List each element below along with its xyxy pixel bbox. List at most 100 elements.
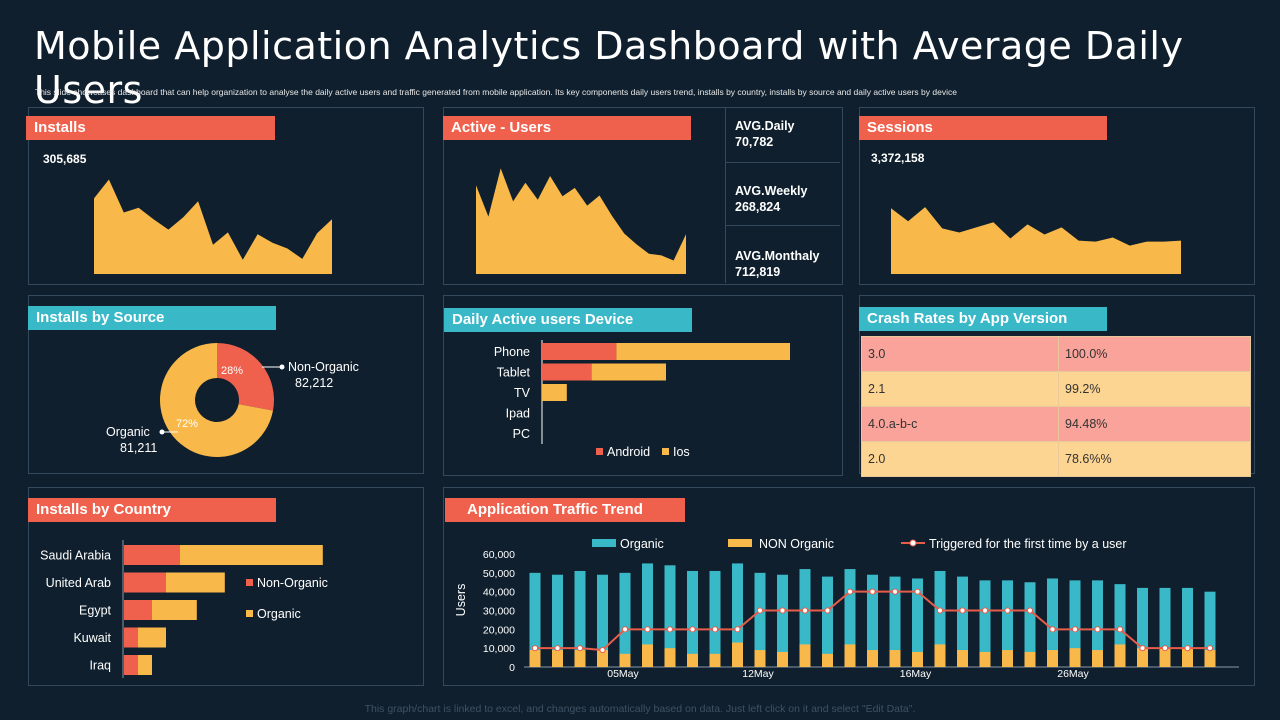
traffic-bar-non-organic xyxy=(1047,650,1058,667)
traffic-bar-non-organic xyxy=(799,644,811,667)
traffic-bar-non-organic xyxy=(957,650,968,667)
traffic-bar-organic xyxy=(1204,591,1216,667)
country-bar-organic xyxy=(180,545,323,565)
traffic-bar-organic xyxy=(732,563,743,667)
device-bar-ios xyxy=(591,363,666,381)
traffic-triggered-point xyxy=(554,645,561,652)
sessions-area-chart xyxy=(891,207,1181,274)
traffic-ytick: 10,000 xyxy=(483,643,515,655)
sessions-area xyxy=(891,207,1181,274)
traffic-bar-organic xyxy=(1047,578,1058,667)
traffic-bar-organic xyxy=(822,576,833,667)
traffic-triggered-point xyxy=(576,645,584,652)
legend-ios-label: Ios xyxy=(673,445,690,459)
crash-version: 4.0.a-b-c xyxy=(861,406,1059,442)
device-category-label: PC xyxy=(513,427,530,441)
legend-ios-swatch xyxy=(662,448,669,455)
traffic-bar-organic xyxy=(934,570,946,667)
device-category-label: Phone xyxy=(494,345,530,359)
crash-version: 2.0 xyxy=(861,441,1059,477)
traffic-bar-organic xyxy=(1137,587,1148,667)
traffic-ytick: 40,000 xyxy=(483,587,515,599)
crash-rate: 94.48% xyxy=(1058,406,1251,442)
traffic-bar-organic xyxy=(597,574,608,667)
traffic-bar-non-organic xyxy=(732,642,743,667)
traffic-bar-organic xyxy=(889,576,901,667)
traffic-bar-organic xyxy=(687,570,698,667)
donut-slice-non-organic xyxy=(217,343,274,411)
traffic-xtick: 12May xyxy=(742,668,774,680)
traffic-bar-non-organic xyxy=(619,653,631,667)
traffic-triggered-point xyxy=(644,626,651,633)
legend-traffic-triggered-marker xyxy=(909,539,917,547)
traffic-bar-non-organic xyxy=(844,644,856,667)
traffic-triggered-point xyxy=(1139,645,1146,652)
country-category-label: Saudi Arabia xyxy=(40,549,111,563)
legend-country-organic-swatch xyxy=(246,610,253,617)
traffic-xtick: 26May xyxy=(1057,668,1089,680)
traffic-triggered-point xyxy=(1049,626,1056,633)
legend-android-label: Android xyxy=(607,445,650,459)
traffic-ytick: 30,000 xyxy=(483,606,515,618)
active-users-area-chart xyxy=(476,168,686,274)
traffic-bar-non-organic xyxy=(1092,650,1103,667)
traffic-triggered-point xyxy=(734,626,741,633)
traffic-ytick: 50,000 xyxy=(483,568,515,580)
traffic-bar-non-organic xyxy=(1114,644,1126,667)
traffic-triggered-point xyxy=(531,645,539,652)
avg-daily: AVG.Daily 70,782 xyxy=(735,118,795,150)
crash-row: 4.0.a-b-c 94.48% xyxy=(861,406,1251,442)
traffic-xtick: 16May xyxy=(900,668,932,680)
traffic-bar-non-organic xyxy=(642,644,653,667)
traffic-ytick: 0 xyxy=(509,662,515,674)
traffic-bar-non-organic xyxy=(912,651,923,667)
traffic-triggered-point xyxy=(1094,626,1101,633)
traffic-bar-non-organic xyxy=(709,653,721,667)
traffic-bar-organic xyxy=(529,572,541,667)
country-category-label: Kuwait xyxy=(73,631,111,645)
country-category-label: Iraq xyxy=(89,659,111,673)
traffic-bar-organic xyxy=(709,570,721,667)
page-subtitle: This slide showcases dashboard that can … xyxy=(35,87,957,97)
avg-daily-label: AVG.Daily xyxy=(735,119,795,133)
traffic-ytick: 60,000 xyxy=(483,549,515,561)
avg-weekly: AVG.Weekly 268,824 xyxy=(735,183,808,215)
traffic-bar-organic xyxy=(619,572,631,667)
device-bar-ios xyxy=(616,343,790,360)
traffic-triggered-point xyxy=(689,626,696,633)
country-bar-non-organic xyxy=(124,600,152,620)
country-bar-organic xyxy=(138,627,166,648)
traffic-bar-non-organic xyxy=(979,651,991,667)
avg-divider-vertical xyxy=(725,108,726,283)
traffic-bar-organic xyxy=(979,580,991,667)
device-bar-android xyxy=(542,343,617,360)
avg-monthly-label: AVG.Monthaly xyxy=(735,249,820,263)
country-category-label: United Arab xyxy=(46,576,111,590)
traffic-triggered-point xyxy=(621,626,629,633)
legend-country-non-organic-label: Non-Organic xyxy=(257,576,328,590)
traffic-bar-organic xyxy=(1182,587,1193,667)
avg-divider-2 xyxy=(726,225,840,226)
crash-rate: 99.2% xyxy=(1058,371,1251,407)
traffic-header: Application Traffic Trend xyxy=(445,498,685,522)
traffic-xtick: 05May xyxy=(607,668,639,680)
avg-divider-1 xyxy=(726,162,840,163)
legend-traffic-triggered-label: Triggered for the first time by a user xyxy=(929,537,1127,551)
traffic-bar-organic xyxy=(574,570,586,667)
country-bar-organic xyxy=(138,655,152,675)
country-bar-chart: Non-Organic Organic Saudi Arabia United A… xyxy=(40,540,328,678)
crash-version: 2.1 xyxy=(861,371,1059,407)
legend-traffic-organic-label: Organic xyxy=(620,537,664,551)
country-bar-non-organic xyxy=(124,545,180,565)
country-bar-organic xyxy=(166,572,225,593)
traffic-triggered-point xyxy=(1161,645,1169,652)
traffic-bar-non-organic xyxy=(574,650,586,667)
device-bar-ios xyxy=(542,384,567,401)
traffic-triggered-point xyxy=(914,588,921,595)
traffic-bar-non-organic xyxy=(934,644,946,667)
traffic-bar-organic xyxy=(664,565,676,667)
crash-version: 3.0 xyxy=(861,336,1059,372)
legend-traffic-organic-swatch xyxy=(592,539,616,547)
traffic-triggered-point xyxy=(846,588,854,595)
traffic-triggered-point xyxy=(756,607,764,614)
